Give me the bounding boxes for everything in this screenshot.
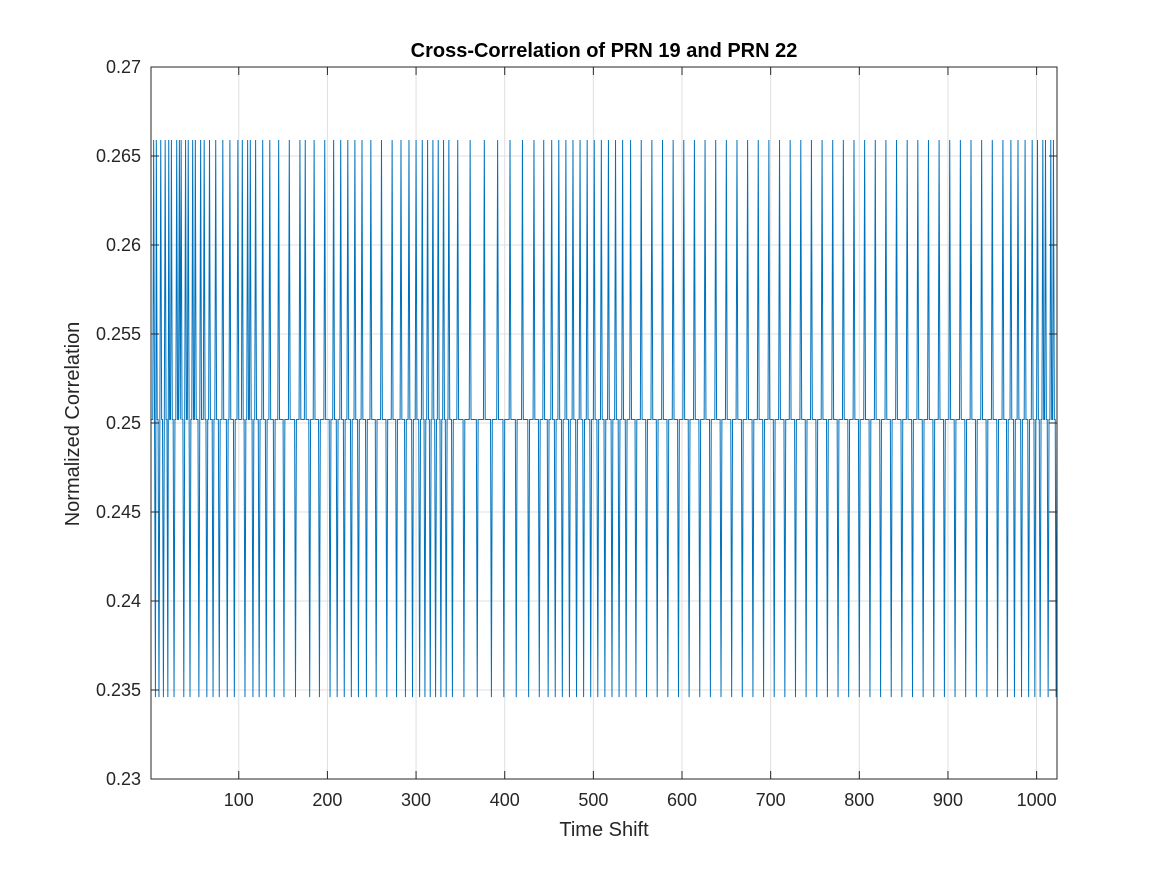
x-axis-label: Time Shift [559,819,649,841]
y-tick-label: 0.25 [106,413,141,433]
x-tick-label: 600 [667,790,697,810]
x-tick-label: 700 [756,790,786,810]
chart-title: Cross-Correlation of PRN 19 and PRN 22 [411,40,798,62]
y-tick-label: 0.245 [96,502,141,522]
x-tick-label: 400 [490,790,520,810]
x-tick-label: 1000 [1017,790,1057,810]
y-tick-label: 0.27 [106,57,141,77]
x-tick-label: 800 [844,790,874,810]
x-tick-label: 900 [933,790,963,810]
x-tick-label: 500 [578,790,608,810]
y-tick-label: 0.26 [106,235,141,255]
y-tick-label: 0.24 [106,591,141,611]
series-line [151,139,1058,698]
y-tick-label: 0.265 [96,146,141,166]
x-tick-label: 300 [401,790,431,810]
tick-labels: 100 200 300 400 500 600 700 800 900 1000 0.23 0.235… [96,57,1057,810]
y-tick-label: 0.255 [96,324,141,344]
y-tick-label: 0.235 [96,680,141,700]
plot-area: 100 200 300 400 500 600 700 800 900 1000 0.23 0.235… [96,57,1058,810]
y-axis-label: Normalized Correlation [62,322,84,527]
ticks [151,66,1057,780]
y-tick-label: 0.23 [106,769,141,789]
series-layer [151,139,1058,698]
x-tick-label: 200 [312,790,342,810]
x-tick-label: 100 [224,790,254,810]
